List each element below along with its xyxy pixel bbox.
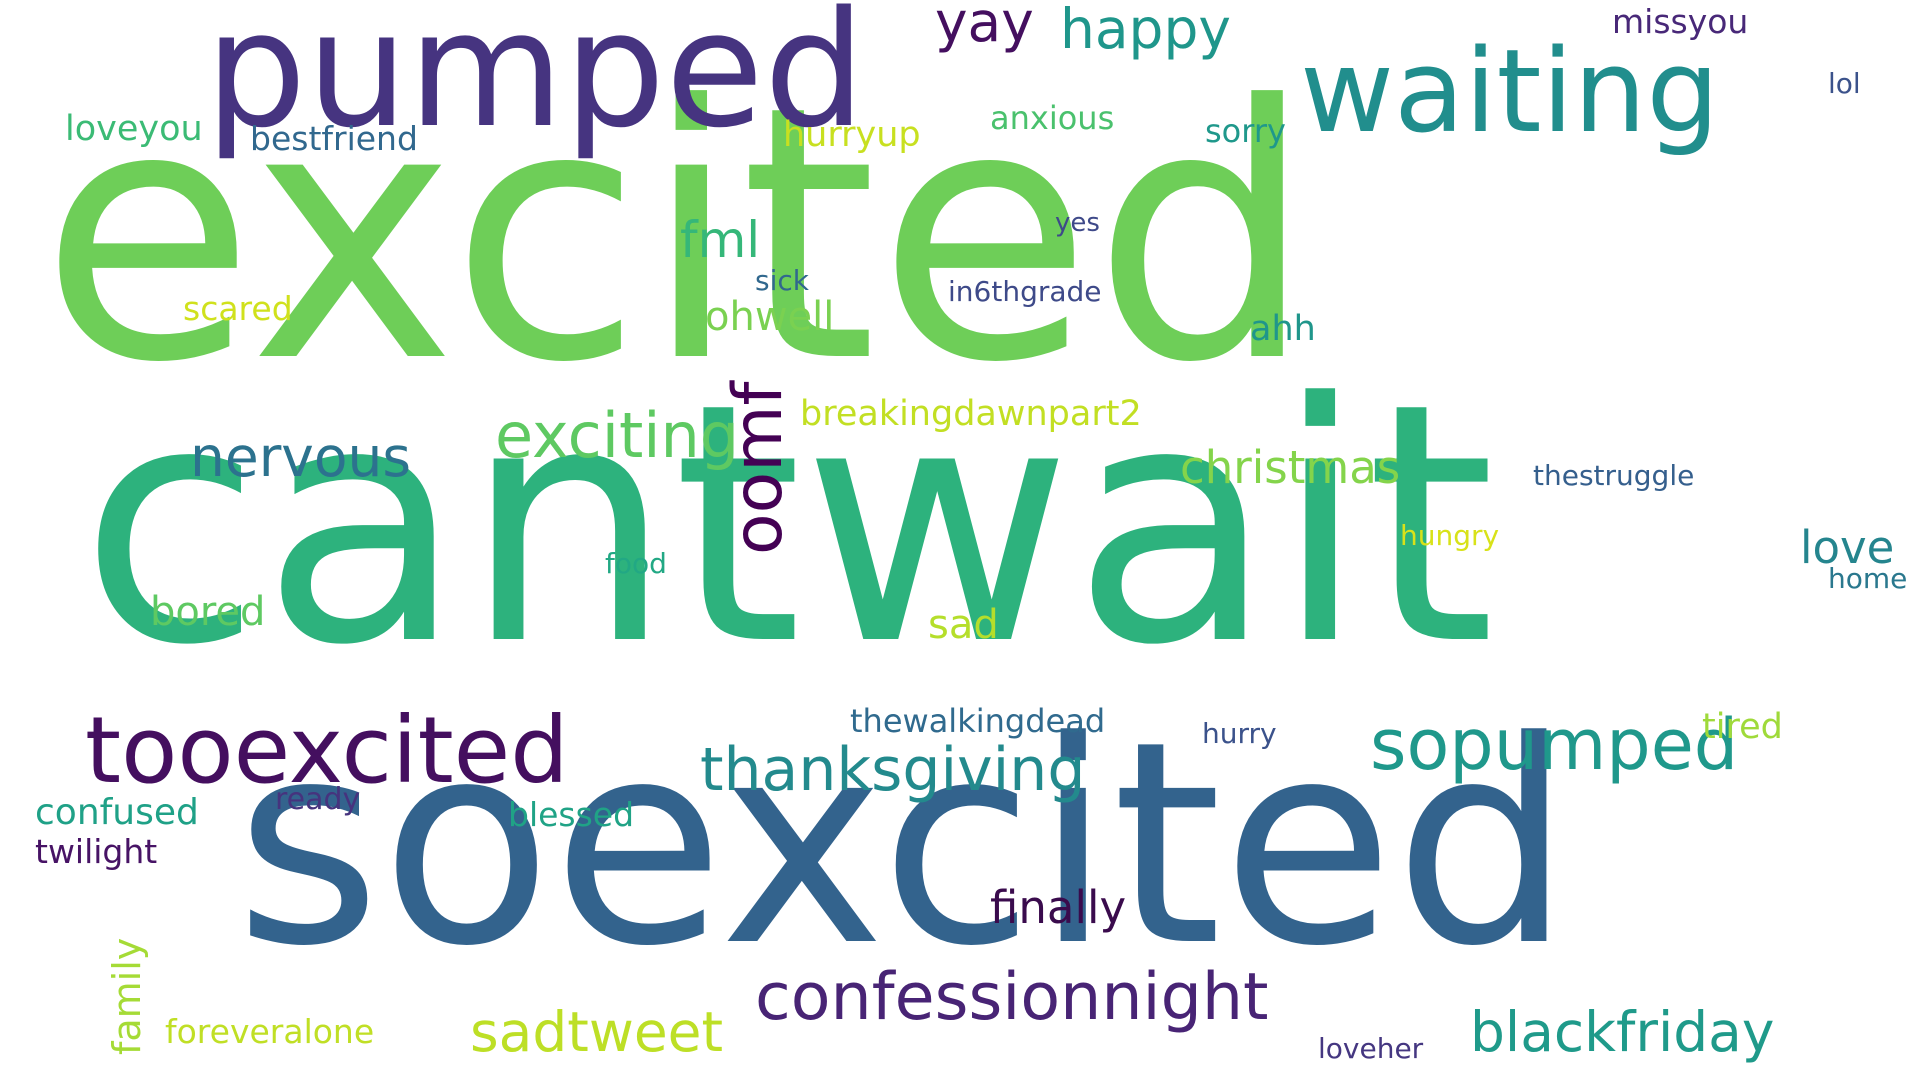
word-thestruggle: thestruggle: [1533, 459, 1695, 492]
word-loveher: loveher: [1318, 1032, 1424, 1065]
word-breakingdawnpart2: breakingdawnpart2: [800, 394, 1142, 434]
word-in6thgrade: in6thgrade: [948, 275, 1102, 308]
word-love: love: [1800, 521, 1895, 574]
word-ohwell: ohwell: [705, 294, 835, 340]
word-fml: fml: [680, 211, 761, 269]
word-thewalkingdead: thewalkingdead: [850, 702, 1106, 740]
word-hurry: hurry: [1202, 717, 1277, 750]
word-excited: excited: [40, 31, 1315, 439]
word-lol: lol: [1828, 67, 1861, 100]
word-waiting: waiting: [1300, 25, 1720, 159]
word-bored: bored: [150, 589, 266, 635]
word-yes: yes: [1055, 208, 1100, 238]
word-missyou: missyou: [1612, 2, 1749, 41]
word-tired: tired: [1702, 707, 1783, 747]
word-soexcited: soexcited: [235, 682, 1572, 1008]
word-sopumped: sopumped: [1370, 704, 1739, 786]
word-yay: yay: [935, 0, 1034, 54]
word-sick: sick: [755, 264, 809, 297]
word-confused: confused: [35, 792, 199, 833]
word-pumped: pumped: [205, 0, 866, 163]
word-cantwait: cantwait: [80, 333, 1496, 717]
word-bestfriend: bestfriend: [250, 119, 418, 158]
word-anxious: anxious: [990, 99, 1115, 137]
word-blackfriday: blackfriday: [1470, 1000, 1775, 1064]
word-ahh: ahh: [1250, 309, 1316, 349]
word-ready: ready: [275, 782, 361, 817]
word-sad: sad: [928, 602, 999, 648]
word-christmas: christmas: [1180, 441, 1401, 494]
word-family: family: [105, 937, 149, 1055]
word-hurryup: hurryup: [783, 115, 921, 155]
word-twilight: twilight: [35, 832, 158, 871]
word-scared: scared: [183, 289, 293, 328]
word-happy: happy: [1060, 0, 1231, 61]
word-exciting: exciting: [495, 399, 740, 472]
word-confessionnight: confessionnight: [755, 960, 1269, 1035]
word-nervous: nervous: [190, 425, 412, 489]
word-tooexcited: tooexcited: [85, 697, 569, 804]
word-loveyou: loveyou: [65, 109, 203, 149]
word-sadtweet: sadtweet: [470, 1000, 724, 1064]
word-blessed: blessed: [508, 795, 635, 834]
word-foreveralone: foreveralone: [165, 1012, 375, 1051]
word-hungry: hungry: [1400, 519, 1500, 552]
word-food: food: [605, 547, 667, 580]
word-sorry: sorry: [1205, 112, 1286, 150]
word-thanksgiving: thanksgiving: [700, 735, 1086, 805]
word-oomf: oomf: [719, 381, 798, 555]
word-finally: finally: [990, 881, 1127, 934]
word-home: home: [1828, 562, 1908, 595]
